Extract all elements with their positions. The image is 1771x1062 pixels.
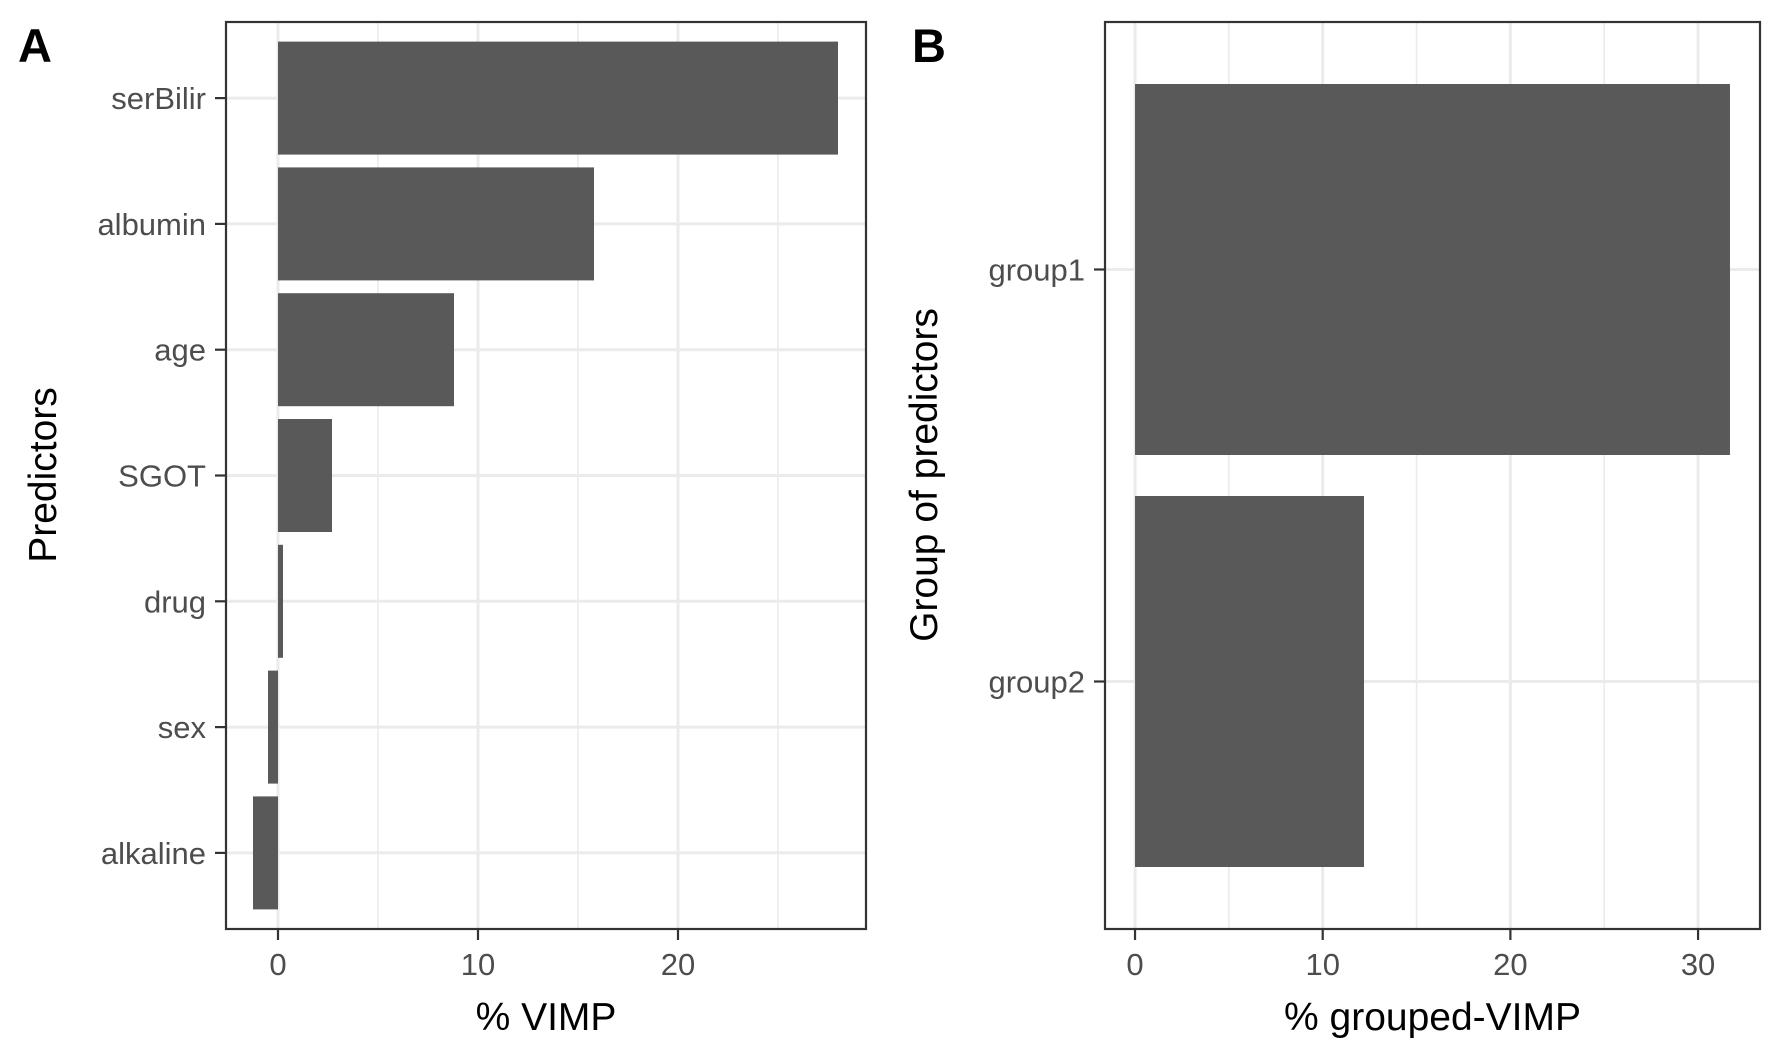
x-tick-label: 30 — [1681, 947, 1715, 982]
y-tick-label: SGOT — [118, 459, 206, 494]
y-tick-label: alkaline — [101, 836, 206, 871]
y-tick-label: age — [154, 333, 206, 368]
x-tick-label: 20 — [661, 947, 695, 982]
y-tick-label: albumin — [97, 207, 206, 242]
y-tick-label: drug — [144, 584, 206, 619]
y-axis-title: Predictors — [22, 387, 65, 563]
y-tick-label: sex — [158, 710, 207, 745]
panel-border — [1103, 20, 1762, 931]
bar-group2 — [1135, 496, 1364, 867]
bar-drug — [278, 544, 283, 658]
bar-serbilir — [278, 41, 838, 155]
panel-tag: B — [912, 19, 946, 72]
x-tick-label: 0 — [269, 947, 286, 982]
x-tick-label: 10 — [1305, 947, 1339, 982]
x-axis-title: % grouped-VIMP — [1284, 996, 1581, 1039]
y-tick-label: group1 — [988, 253, 1085, 288]
chart-panel-a: serBilir albumin age SGOT drug sex alkaline 0 10… — [18, 19, 868, 1039]
x-tick-label: 0 — [1126, 947, 1143, 982]
y-tick-label: serBilir — [111, 81, 206, 116]
chart-panel-b: group1 group2 0 10 20 30 % grouped-VIMP Group o… — [903, 19, 1762, 1039]
bar-alkaline — [253, 796, 278, 910]
bar-sgot — [278, 419, 332, 532]
y-axis-title: Group of predictors — [903, 308, 946, 642]
x-axis-title: % VIMP — [476, 996, 617, 1039]
panel-tag: A — [18, 19, 52, 72]
bar-age — [278, 293, 454, 407]
x-tick-label: 20 — [1493, 947, 1527, 982]
x-tick-label: 10 — [461, 947, 495, 982]
bar-albumin — [278, 167, 594, 281]
bar-group1 — [1135, 84, 1730, 455]
bar-sex — [268, 670, 278, 784]
y-tick-label: group2 — [988, 665, 1085, 700]
